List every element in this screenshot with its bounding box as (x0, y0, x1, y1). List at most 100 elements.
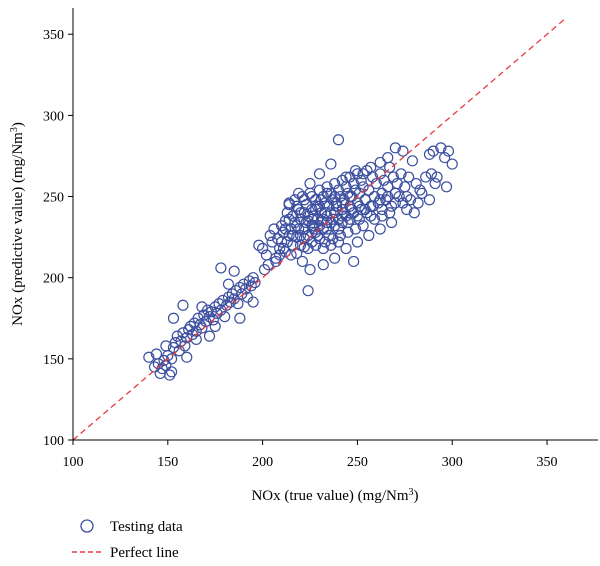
data-point (313, 168, 326, 180)
data-point (401, 203, 413, 216)
data-point (143, 351, 155, 363)
data-point (209, 320, 221, 332)
data-point (274, 242, 286, 255)
data-point (310, 239, 322, 251)
data-point (340, 242, 352, 255)
data-point (247, 272, 259, 284)
data-point (446, 158, 458, 170)
axis-ticks: 100 150 200 250 300 350 100 150 200 250 300 350 (43, 28, 558, 470)
y-tick-label: 300 (43, 109, 64, 124)
data-point (167, 341, 180, 354)
plot-area (72, 17, 567, 441)
data-point (298, 194, 310, 206)
data-point (238, 278, 250, 290)
data-point (336, 216, 348, 229)
data-point (264, 229, 276, 242)
data-point (213, 298, 225, 310)
x-axis-title: NOx (true value) (mg/Nm3) (251, 487, 418, 505)
data-point (321, 216, 333, 229)
data-point (215, 262, 227, 274)
data-point (414, 184, 426, 196)
data-point (325, 158, 337, 170)
x-tick-label: 350 (537, 455, 558, 470)
data-point (166, 366, 178, 378)
data-point (344, 213, 356, 225)
data-point (423, 148, 436, 160)
data-point (349, 184, 362, 196)
data-point (389, 187, 401, 199)
data-point (336, 174, 348, 186)
x-tick-label: 200 (252, 455, 273, 470)
data-point (329, 190, 341, 203)
data-point (332, 236, 345, 248)
data-point (440, 181, 453, 193)
data-point (302, 210, 314, 222)
data-point (302, 242, 314, 255)
data-point (283, 213, 295, 225)
data-point (258, 263, 271, 276)
data-point (382, 190, 394, 203)
data-point (349, 164, 362, 177)
data-point (344, 171, 356, 183)
data-point (325, 239, 337, 251)
y-axis-title: NOx (predictive value) (mg/Nm3) (9, 122, 27, 326)
x-tick-label: 250 (347, 455, 368, 470)
data-point (287, 229, 299, 242)
data-point (374, 194, 386, 206)
data-point (384, 207, 396, 219)
data-point (308, 220, 320, 232)
data-point (374, 156, 386, 169)
data-point (203, 330, 216, 342)
legend-item-perfect-line: Perfect line (72, 545, 179, 561)
data-point (363, 184, 375, 196)
data-point (431, 171, 443, 183)
data-point (376, 210, 388, 222)
data-point (332, 134, 345, 146)
data-point (283, 229, 295, 242)
data-point (222, 278, 235, 290)
data-point (361, 164, 373, 177)
data-point (370, 177, 382, 190)
data-point (296, 255, 309, 268)
data-point (385, 216, 398, 229)
data-point (270, 252, 282, 264)
data-point (389, 142, 401, 154)
data-point (336, 197, 348, 209)
data-point (348, 255, 360, 268)
data-point (181, 351, 193, 363)
data-point (435, 142, 447, 154)
data-point (289, 216, 301, 229)
y-tick-label: 150 (43, 353, 64, 368)
x-axis-title-superscript: 3 (409, 487, 414, 498)
data-point (321, 187, 333, 199)
data-point (192, 312, 204, 324)
data-point (420, 171, 432, 183)
x-axis-title-end: ) (414, 488, 419, 504)
data-point (281, 236, 293, 248)
legend-label-perfect-line: Perfect line (110, 545, 179, 561)
data-point (190, 325, 202, 337)
data-point (359, 203, 371, 216)
data-point (317, 242, 329, 255)
data-point (425, 168, 437, 180)
x-tick-label: 100 (63, 455, 84, 470)
data-point (349, 223, 362, 235)
data-point (287, 210, 299, 222)
data-point (330, 197, 343, 209)
data-point (222, 291, 235, 303)
data-point (279, 223, 291, 235)
data-point (365, 161, 377, 173)
y-tick-label: 200 (43, 272, 64, 287)
x-axis-title-main: NOx (true value) (mg/Nm (251, 488, 408, 504)
data-point (228, 265, 240, 277)
y-tick-label: 350 (43, 28, 64, 43)
data-point (327, 233, 339, 245)
data-point (234, 312, 246, 324)
data-point (291, 200, 303, 212)
data-point (342, 226, 354, 238)
data-point (203, 311, 216, 323)
data-point (366, 200, 379, 212)
data-point (363, 229, 375, 242)
data-point (429, 177, 441, 190)
